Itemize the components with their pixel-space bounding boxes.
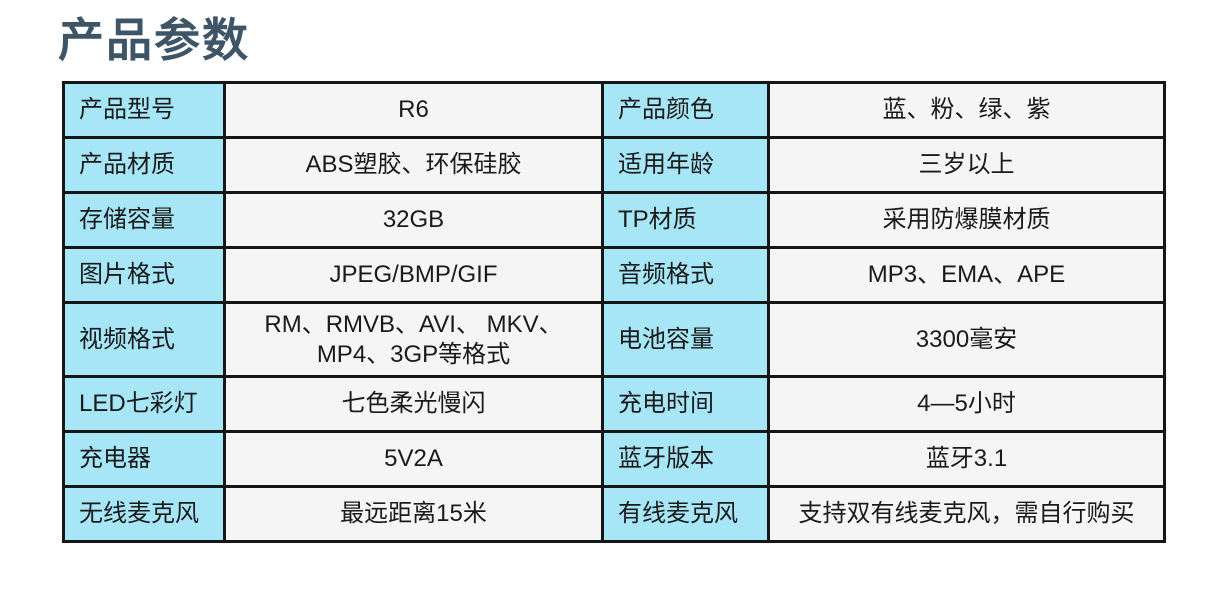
spec-label: 无线麦克风 xyxy=(62,485,226,543)
spec-label: 音频格式 xyxy=(601,246,770,304)
spec-value: 蓝牙3.1 xyxy=(767,430,1166,488)
spec-label: 产品型号 xyxy=(62,81,226,139)
spec-value: 最远距离15米 xyxy=(223,485,604,543)
spec-value: RM、RMVB、AVI、 MKV、MP4、3GP等格式 xyxy=(223,301,604,378)
spec-value: 32GB xyxy=(223,191,604,249)
spec-label: 充电时间 xyxy=(601,375,770,433)
table-row: 图片格式 JPEG/BMP/GIF 音频格式 MP3、EMA、APE xyxy=(62,246,1166,304)
table-row: LED七彩灯 七色柔光慢闪 充电时间 4—5小时 xyxy=(62,375,1166,433)
table-row: 产品型号 R6 产品颜色 蓝、粉、绿、紫 xyxy=(62,81,1166,139)
spec-value: 七色柔光慢闪 xyxy=(223,375,604,433)
spec-label: 视频格式 xyxy=(62,301,226,378)
spec-label: 充电器 xyxy=(62,430,226,488)
page-title: 产品参数 xyxy=(58,14,250,66)
table-row: 产品材质 ABS塑胶、环保硅胶 适用年龄 三岁以上 xyxy=(62,136,1166,194)
spec-label: 存储容量 xyxy=(62,191,226,249)
table-row: 视频格式 RM、RMVB、AVI、 MKV、MP4、3GP等格式 电池容量 33… xyxy=(62,301,1166,378)
spec-value: 3300毫安 xyxy=(767,301,1166,378)
spec-label: 适用年龄 xyxy=(601,136,770,194)
spec-label: LED七彩灯 xyxy=(62,375,226,433)
spec-label: 电池容量 xyxy=(601,301,770,378)
table-row: 充电器 5V2A 蓝牙版本 蓝牙3.1 xyxy=(62,430,1166,488)
spec-label: 有线麦克风 xyxy=(601,485,770,543)
spec-value: 支持双有线麦克风，需自行购买 xyxy=(767,485,1166,543)
spec-label: 产品材质 xyxy=(62,136,226,194)
spec-label: 蓝牙版本 xyxy=(601,430,770,488)
spec-value: ABS塑胶、环保硅胶 xyxy=(223,136,604,194)
spec-value: MP3、EMA、APE xyxy=(767,246,1166,304)
spec-value: 4—5小时 xyxy=(767,375,1166,433)
spec-value: 三岁以上 xyxy=(767,136,1166,194)
table-row: 无线麦克风 最远距离15米 有线麦克风 支持双有线麦克风，需自行购买 xyxy=(62,485,1166,543)
spec-value: JPEG/BMP/GIF xyxy=(223,246,604,304)
table-row: 存储容量 32GB TP材质 采用防爆膜材质 xyxy=(62,191,1166,249)
spec-label: 产品颜色 xyxy=(601,81,770,139)
spec-label: 图片格式 xyxy=(62,246,226,304)
product-spec-table: 产品型号 R6 产品颜色 蓝、粉、绿、紫 产品材质 ABS塑胶、环保硅胶 适用年… xyxy=(62,81,1166,543)
spec-value: 采用防爆膜材质 xyxy=(767,191,1166,249)
spec-label: TP材质 xyxy=(601,191,770,249)
spec-value: R6 xyxy=(223,81,604,139)
spec-value: 蓝、粉、绿、紫 xyxy=(767,81,1166,139)
spec-value: 5V2A xyxy=(223,430,604,488)
